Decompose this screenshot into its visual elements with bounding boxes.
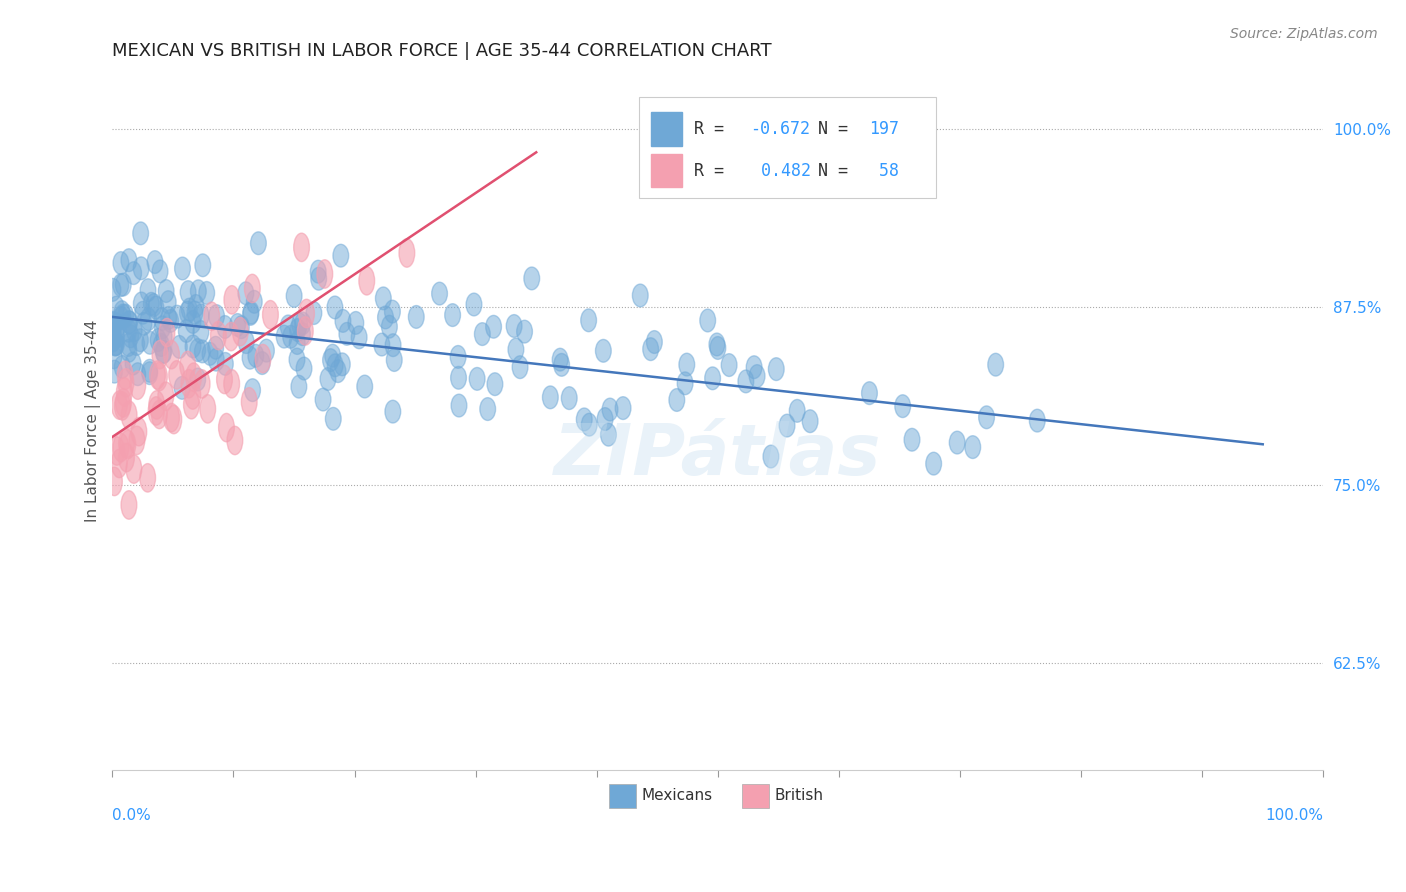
Y-axis label: In Labor Force | Age 35-44: In Labor Force | Age 35-44 <box>86 320 101 522</box>
Text: 58: 58 <box>869 161 900 179</box>
Text: R =: R = <box>693 161 734 179</box>
FancyBboxPatch shape <box>640 97 936 198</box>
FancyBboxPatch shape <box>651 112 682 145</box>
Text: 197: 197 <box>869 120 900 138</box>
Text: ZIPátlas: ZIPátlas <box>554 421 882 491</box>
Text: N =: N = <box>818 120 858 138</box>
Text: N =: N = <box>818 161 858 179</box>
FancyBboxPatch shape <box>651 154 682 187</box>
Text: MEXICAN VS BRITISH IN LABOR FORCE | AGE 35-44 CORRELATION CHART: MEXICAN VS BRITISH IN LABOR FORCE | AGE … <box>112 42 772 60</box>
Text: R =: R = <box>693 120 734 138</box>
Text: -0.672: -0.672 <box>751 120 810 138</box>
Text: British: British <box>775 788 824 803</box>
Text: 0.0%: 0.0% <box>112 808 152 823</box>
Text: 100.0%: 100.0% <box>1265 808 1323 823</box>
FancyBboxPatch shape <box>742 783 769 808</box>
FancyBboxPatch shape <box>609 783 636 808</box>
Text: Source: ZipAtlas.com: Source: ZipAtlas.com <box>1230 27 1378 41</box>
Text: 0.482: 0.482 <box>751 161 810 179</box>
Text: Mexicans: Mexicans <box>641 788 713 803</box>
